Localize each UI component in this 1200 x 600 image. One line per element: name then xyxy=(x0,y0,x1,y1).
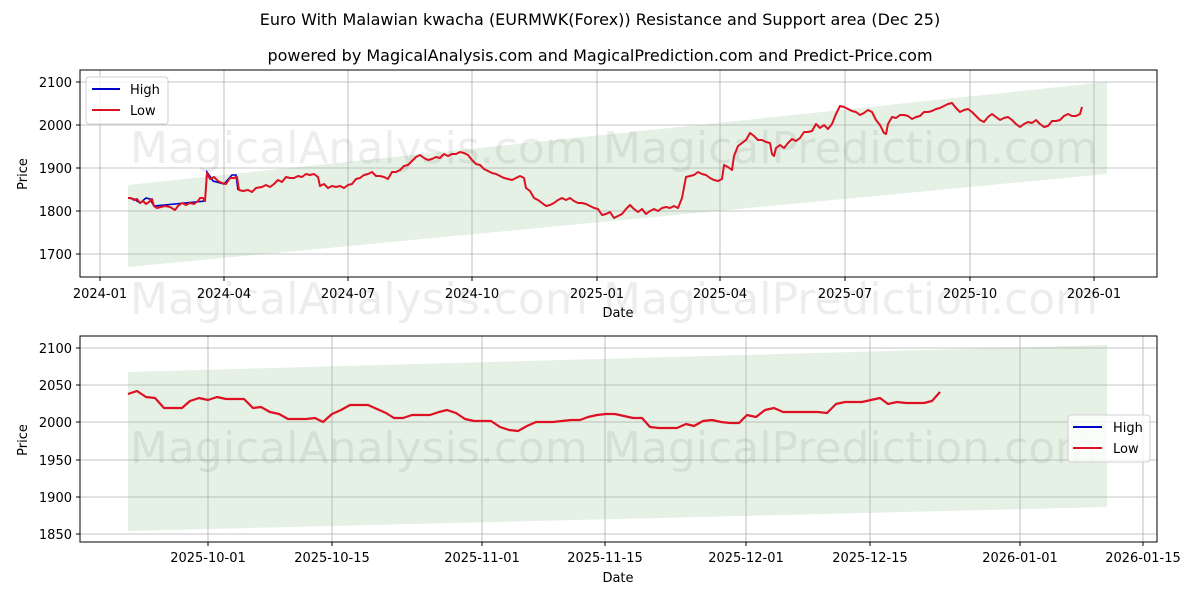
x-tick-label: 2025-01 xyxy=(570,287,624,302)
top-x-axis-label: Date xyxy=(602,306,633,321)
y-tick-label: 2000 xyxy=(39,119,72,134)
top-y-ticks: 1700 1800 1900 2000 2100 xyxy=(39,76,80,263)
y-tick-label: 2000 xyxy=(39,416,72,431)
watermark-magicalprediction-2: MagicalPrediction.com xyxy=(603,274,1098,325)
legend-low-label: Low xyxy=(1113,442,1139,457)
y-tick-label: 1900 xyxy=(39,491,72,506)
bottom-chart: MagicalAnalysis.com MagicalPrediction.co… xyxy=(16,335,1181,586)
watermark-magicalprediction: MagicalPrediction.com xyxy=(603,123,1098,174)
x-tick-label: 2025-07 xyxy=(818,287,872,302)
x-tick-label: 2025-11-01 xyxy=(444,551,520,566)
y-tick-label: 1800 xyxy=(39,205,72,220)
bottom-low-line xyxy=(127,389,941,433)
top-y-axis-label: Price xyxy=(16,158,31,190)
x-tick-label: 2025-10-01 xyxy=(170,551,246,566)
x-tick-label: 2025-11-15 xyxy=(567,551,643,566)
x-tick-label: 2025-10 xyxy=(943,287,997,302)
bottom-axes-frame xyxy=(79,335,1158,543)
legend-low-label: Low xyxy=(130,104,156,119)
top-x-ticks: 2024-01 2024-04 2024-07 2024-10 2025-01 … xyxy=(73,277,1121,302)
top-gridlines xyxy=(80,70,1157,277)
bottom-legend: High Low xyxy=(1067,414,1151,463)
y-tick-label: 1850 xyxy=(39,528,72,543)
watermark-magicalanalysis: MagicalAnalysis.com xyxy=(130,123,588,174)
x-tick-label: 2026-01-01 xyxy=(982,551,1058,566)
chart-title: Euro With Malawian kwacha (EURMWK(Forex)… xyxy=(259,10,941,29)
top-legend: High Low xyxy=(85,76,169,125)
top-low-line xyxy=(128,102,1083,219)
y-tick-label: 1700 xyxy=(39,248,72,263)
x-tick-label: 2024-01 xyxy=(73,287,127,302)
x-tick-label: 2025-12-01 xyxy=(708,551,784,566)
y-tick-label: 1950 xyxy=(39,454,72,469)
y-tick-label: 2050 xyxy=(39,379,72,394)
y-tick-label: 2100 xyxy=(39,342,72,357)
legend-high-label: High xyxy=(130,83,160,98)
bottom-x-axis-label: Date xyxy=(602,571,633,586)
top-axes-frame xyxy=(79,69,1158,278)
watermark-magicalanalysis-3: MagicalAnalysis.com xyxy=(130,423,588,474)
x-tick-label: 2025-12-15 xyxy=(832,551,908,566)
support-resistance-band xyxy=(128,82,1107,267)
bottom-y-axis-label: Price xyxy=(16,424,31,456)
x-tick-label: 2024-07 xyxy=(321,287,375,302)
chart-subtitle: powered by MagicalAnalysis.com and Magic… xyxy=(267,46,933,65)
legend-high-label: High xyxy=(1113,421,1143,436)
x-tick-label: 2024-10 xyxy=(445,287,499,302)
support-resistance-band-zoomed xyxy=(128,345,1107,531)
y-tick-label: 2100 xyxy=(39,76,72,91)
watermark-magicalprediction-3: MagicalPrediction.com xyxy=(603,423,1098,474)
watermark-magicalanalysis-2: MagicalAnalysis.com xyxy=(130,274,588,325)
y-tick-label: 1900 xyxy=(39,162,72,177)
x-tick-label: 2026-01-15 xyxy=(1105,551,1181,566)
bottom-x-ticks: 2025-10-01 2025-10-15 2025-11-01 2025-11… xyxy=(170,542,1181,566)
top-chart: MagicalAnalysis.com MagicalPrediction.co… xyxy=(16,69,1158,325)
bottom-y-ticks: 1850 1900 1950 2000 2050 2100 xyxy=(39,342,80,543)
x-tick-label: 2026-01 xyxy=(1067,287,1121,302)
x-tick-label: 2025-10-15 xyxy=(294,551,370,566)
x-tick-label: 2024-04 xyxy=(197,287,251,302)
x-tick-label: 2025-04 xyxy=(693,287,747,302)
bottom-gridlines xyxy=(80,336,1157,542)
